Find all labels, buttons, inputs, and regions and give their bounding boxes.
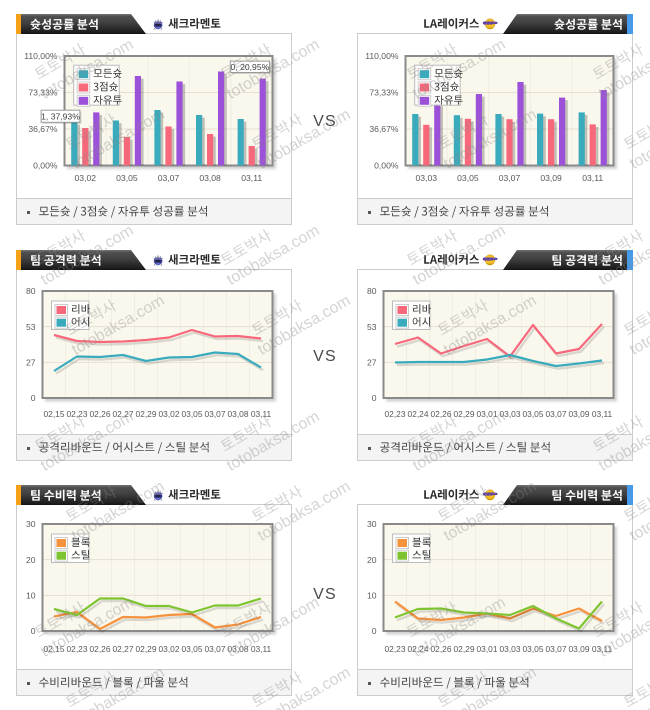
svg-text:03,08: 03,08 (199, 173, 221, 183)
svg-text:10: 10 (26, 591, 36, 601)
svg-text:0: 0 (31, 626, 36, 636)
svg-text:03,11: 03,11 (251, 644, 272, 654)
svg-text:0: 0 (372, 626, 377, 636)
svg-text:03,02: 03,02 (159, 409, 180, 419)
svg-text:02,29: 02,29 (136, 409, 157, 419)
svg-text:03,09: 03,09 (569, 644, 590, 654)
svg-text:110,00%: 110,00% (24, 51, 58, 61)
svg-text:03,09: 03,09 (540, 173, 562, 183)
svg-text:03,08: 03,08 (228, 409, 249, 419)
svg-text:03,05: 03,05 (523, 409, 544, 419)
svg-text:36,67%: 36,67% (28, 124, 58, 134)
svg-text:30: 30 (367, 519, 377, 529)
svg-text:03,08: 03,08 (228, 644, 249, 654)
svg-text:02,15: 02,15 (44, 409, 65, 419)
svg-text:03,01: 03,01 (477, 409, 498, 419)
svg-text:03,02: 03,02 (159, 644, 180, 654)
svg-text:73,33%: 73,33% (369, 88, 399, 98)
svg-text:03,01: 03,01 (477, 644, 498, 654)
svg-text:02,24: 02,24 (408, 644, 429, 654)
svg-text:03,11: 03,11 (251, 409, 272, 419)
svg-text:20: 20 (367, 555, 377, 565)
svg-text:03,11: 03,11 (241, 173, 262, 183)
svg-text:02,26: 02,26 (431, 644, 452, 654)
svg-text:02,27: 02,27 (113, 409, 134, 419)
svg-text:03,07: 03,07 (205, 644, 226, 654)
svg-text:02,23: 02,23 (385, 644, 406, 654)
svg-text:02,23: 02,23 (385, 409, 406, 419)
svg-text:03,02: 03,02 (75, 173, 97, 183)
svg-text:02,26: 02,26 (90, 644, 111, 654)
svg-text:0, 20,95%: 0, 20,95% (231, 62, 270, 72)
svg-text:02,23: 02,23 (67, 644, 88, 654)
svg-text:03,05: 03,05 (457, 173, 479, 183)
svg-text:80: 80 (26, 286, 36, 296)
svg-text:73,33%: 73,33% (28, 88, 58, 98)
svg-text:03,11: 03,11 (582, 173, 603, 183)
svg-text:03,09: 03,09 (569, 409, 590, 419)
svg-text:1, 37,93%: 1, 37,93% (41, 111, 80, 121)
svg-text:30: 30 (26, 519, 36, 529)
svg-text:03,03: 03,03 (500, 409, 521, 419)
svg-text:03,11: 03,11 (592, 409, 613, 419)
svg-text:110,00%: 110,00% (365, 51, 399, 61)
svg-text:02,29: 02,29 (454, 644, 475, 654)
svg-text:02,26: 02,26 (90, 409, 111, 419)
svg-text:02,15: 02,15 (44, 644, 65, 654)
svg-text:0,00%: 0,00% (33, 161, 58, 171)
svg-text:03,11: 03,11 (592, 644, 613, 654)
svg-text:27: 27 (367, 358, 377, 368)
svg-text:03,03: 03,03 (500, 644, 521, 654)
svg-text:02,24: 02,24 (408, 409, 429, 419)
svg-text:0: 0 (31, 393, 36, 403)
svg-text:03,07: 03,07 (546, 644, 567, 654)
svg-text:03,05: 03,05 (182, 409, 203, 419)
svg-text:53: 53 (367, 322, 377, 332)
svg-text:27: 27 (26, 358, 36, 368)
svg-text:20: 20 (26, 555, 36, 565)
svg-text:03,07: 03,07 (205, 409, 226, 419)
svg-text:02,23: 02,23 (67, 409, 88, 419)
svg-text:03,05: 03,05 (182, 644, 203, 654)
svg-text:02,29: 02,29 (136, 644, 157, 654)
svg-text:02,29: 02,29 (454, 409, 475, 419)
svg-text:10: 10 (367, 591, 377, 601)
svg-text:36,67%: 36,67% (369, 124, 399, 134)
svg-text:0: 0 (372, 393, 377, 403)
svg-text:03,05: 03,05 (523, 644, 544, 654)
svg-text:53: 53 (26, 322, 36, 332)
svg-text:80: 80 (367, 286, 377, 296)
svg-text:02,26: 02,26 (431, 409, 452, 419)
svg-text:03,07: 03,07 (546, 409, 567, 419)
svg-text:03,07: 03,07 (158, 173, 180, 183)
svg-text:03,05: 03,05 (116, 173, 138, 183)
svg-text:03,03: 03,03 (416, 173, 438, 183)
svg-text:0,00%: 0,00% (374, 161, 399, 171)
svg-text:03,07: 03,07 (499, 173, 521, 183)
svg-text:02,27: 02,27 (113, 644, 134, 654)
